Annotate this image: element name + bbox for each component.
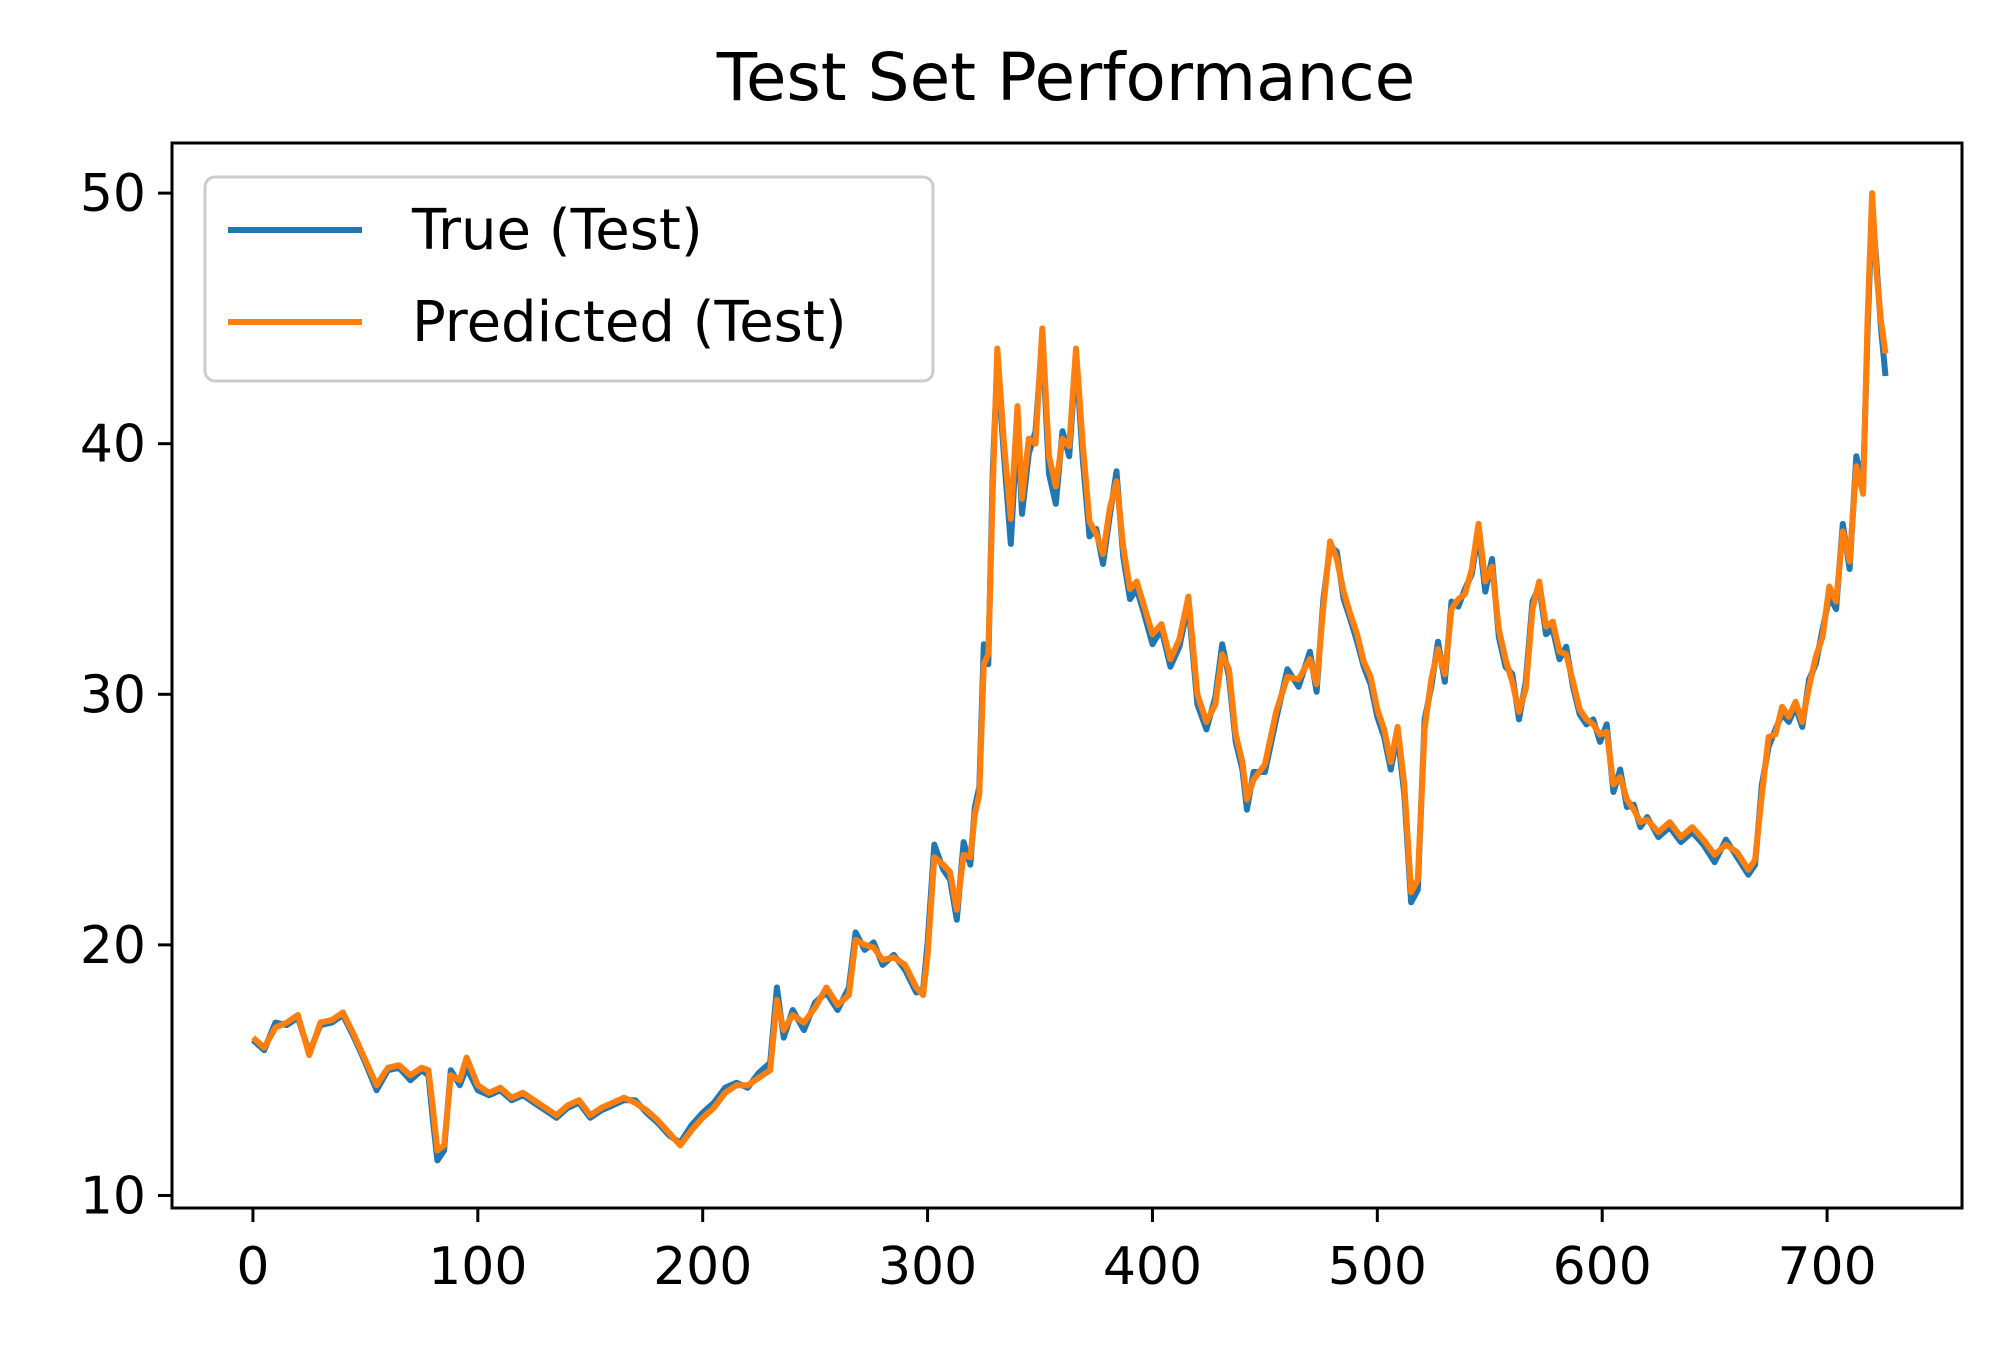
x-tick-label: 400 [1103, 1237, 1202, 1297]
x-tick-label: 500 [1328, 1237, 1427, 1297]
plot-area [251, 190, 1889, 1164]
y-tick-label: 10 [80, 1166, 146, 1226]
y-tick-label: 20 [80, 916, 146, 976]
legend-box [203, 175, 935, 383]
legend-label-predicted: Predicted (Test) [412, 290, 847, 355]
series-line-predicted [251, 190, 1889, 1154]
plot-frame [170, 141, 1964, 1210]
x-tick-label: 0 [236, 1237, 269, 1297]
y-tick-label: 40 [80, 415, 146, 475]
y-axis: 10 20 30 40 50 [80, 164, 172, 1226]
x-tick-label: 200 [653, 1237, 752, 1297]
x-axis: 0 100 200 300 400 500 600 700 [236, 1208, 1877, 1297]
y-tick-label: 50 [80, 164, 146, 224]
legend-label-true: True (Test) [411, 198, 703, 263]
x-tick-label: 700 [1777, 1237, 1876, 1297]
legend: True (Test) Predicted (Test) [203, 175, 935, 383]
chart-title: Test Set Performance [716, 39, 1416, 116]
x-tick-label: 100 [428, 1237, 527, 1297]
y-tick-label: 30 [80, 665, 146, 725]
x-tick-label: 600 [1553, 1237, 1652, 1297]
x-tick-label: 300 [878, 1237, 977, 1297]
